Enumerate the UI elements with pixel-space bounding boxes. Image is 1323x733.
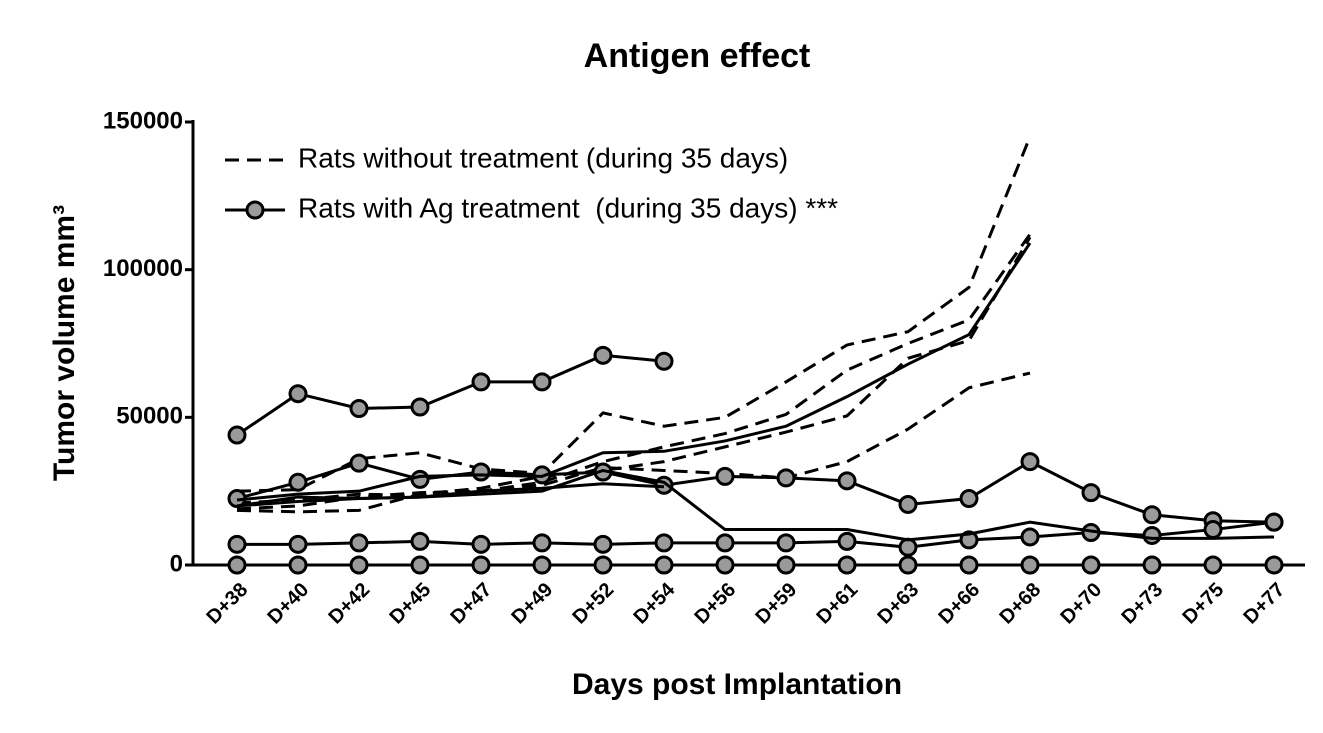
point-marker: [1203, 555, 1223, 575]
series-line: [236, 468, 1275, 542]
point-marker: [410, 555, 430, 575]
x-tick-label: D+38: [203, 579, 253, 629]
point-marker: [471, 372, 491, 392]
y-tick-label: 100000: [103, 255, 183, 282]
point-marker: [1142, 555, 1162, 575]
point-marker: [410, 469, 430, 489]
series-line: [236, 136, 1032, 493]
series-line: [236, 233, 1032, 511]
point-marker: [288, 384, 308, 404]
x-tick-label: D+49: [508, 579, 558, 629]
legend-label: Rats with Ag treatment (during 35 days) …: [298, 192, 838, 223]
point-marker: [715, 466, 735, 486]
series-line: [236, 242, 1032, 502]
point-marker: [1264, 512, 1284, 532]
point-marker: [349, 555, 369, 575]
x-tick-label: D+70: [1057, 579, 1107, 629]
chart-title: Antigen effect: [584, 37, 811, 75]
x-tick-label: D+54: [630, 578, 680, 628]
point-marker: [1020, 527, 1040, 547]
x-tick-label: D+77: [1240, 579, 1290, 629]
x-tick-label: D+75: [1179, 579, 1229, 629]
point-marker: [959, 489, 979, 509]
point-marker: [898, 494, 918, 514]
y-tick-label: 150000: [103, 107, 183, 134]
point-marker: [654, 533, 674, 553]
point-marker: [715, 555, 735, 575]
point-marker: [1020, 452, 1040, 472]
point-marker: [532, 533, 552, 553]
point-marker: [532, 372, 552, 392]
point-marker: [288, 555, 308, 575]
point-marker: [471, 462, 491, 482]
legend-marker: [245, 200, 265, 220]
point-marker: [1264, 555, 1284, 575]
x-tick-label: D+61: [813, 579, 863, 629]
point-marker: [593, 534, 613, 554]
point-marker: [532, 555, 552, 575]
x-tick-label: D+42: [325, 579, 375, 629]
point-marker: [227, 555, 247, 575]
point-marker: [471, 555, 491, 575]
x-tick-label: D+45: [386, 579, 436, 629]
point-marker: [349, 398, 369, 418]
point-marker: [654, 351, 674, 371]
point-marker: [776, 555, 796, 575]
point-marker: [593, 555, 613, 575]
y-tick-label: 0: [170, 550, 183, 577]
legend-label: Rats without treatment (during 35 days): [298, 142, 788, 173]
series-line: [236, 236, 1032, 514]
point-marker: [593, 345, 613, 365]
x-tick-label: D+59: [752, 579, 802, 629]
x-tick-label: D+47: [447, 579, 497, 629]
point-marker: [288, 472, 308, 492]
x-axis-label: Days post Implantation: [572, 668, 902, 701]
point-marker: [1203, 520, 1223, 540]
point-marker: [898, 537, 918, 557]
x-tick-label: D+66: [935, 579, 985, 629]
point-marker: [1142, 505, 1162, 525]
point-marker: [1081, 483, 1101, 503]
point-marker: [1081, 555, 1101, 575]
point-marker: [288, 534, 308, 554]
series-line: [236, 459, 1275, 524]
point-marker: [715, 533, 735, 553]
point-marker: [410, 531, 430, 551]
point-marker: [410, 397, 430, 417]
x-tick-label: D+56: [691, 579, 741, 629]
point-marker: [776, 533, 796, 553]
point-marker: [349, 453, 369, 473]
point-marker: [227, 534, 247, 554]
series-line: [236, 482, 665, 508]
point-marker: [471, 534, 491, 554]
x-tick-label: D+73: [1118, 579, 1168, 629]
series-line: [236, 371, 1031, 505]
point-marker: [837, 471, 857, 491]
point-marker: [776, 468, 796, 488]
x-tick-label: D+68: [996, 579, 1046, 629]
x-tick-label: D+52: [569, 579, 619, 629]
series-line: [236, 353, 665, 437]
y-tick-label: 50000: [116, 403, 183, 430]
point-marker: [959, 530, 979, 550]
point-marker: [959, 555, 979, 575]
x-tick-label: D+40: [264, 579, 314, 629]
point-marker: [349, 533, 369, 553]
point-marker: [837, 555, 857, 575]
point-marker: [654, 555, 674, 575]
point-marker: [837, 531, 857, 551]
point-marker: [227, 425, 247, 445]
x-tick-label: D+63: [874, 579, 924, 629]
point-marker: [1142, 525, 1162, 545]
point-marker: [1020, 555, 1040, 575]
point-marker: [898, 555, 918, 575]
y-axis-label: Tumor volume mm³: [48, 205, 81, 481]
